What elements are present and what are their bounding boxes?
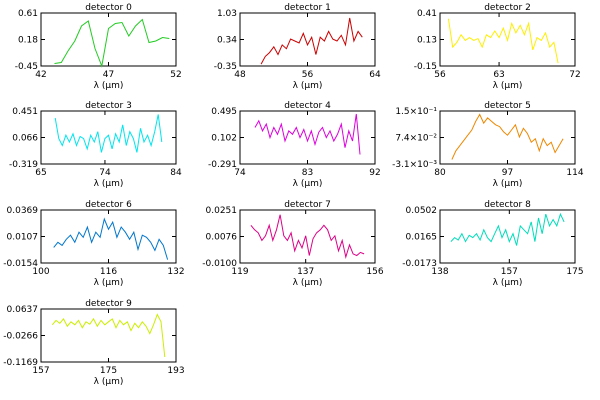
chart-7-xtick-label-2: 156 (366, 267, 383, 277)
chart-1-series-line (260, 17, 363, 65)
chart-8-title: detector 8 (484, 200, 531, 210)
chart-6-xlabel: λ (μm) (94, 278, 124, 288)
chart-4-series-line (254, 113, 361, 155)
chart-9-xtick-label-0: 157 (32, 366, 49, 376)
chart-5-ytick-label-2: 1.5×10⁻¹ (395, 107, 437, 117)
chart-5-series-line (451, 113, 564, 160)
chart-4-xtick-label-1: 83 (302, 168, 313, 178)
chart-0-frame (40, 12, 177, 67)
chart-4-xtick-label-2: 92 (369, 168, 380, 178)
chart-4-ytick-label-2: 0.495 (211, 107, 237, 117)
chart-4-ytick-label-1: 0.102 (211, 134, 237, 144)
chart-2-xtick-label-1: 63 (493, 70, 504, 80)
chart-1-xtick-label-0: 48 (234, 70, 246, 80)
chart-5-ytick-label-0: -3.1×10⁻³ (392, 160, 437, 170)
chart-7-title: detector 7 (284, 200, 331, 210)
chart-1-ytick-label-1: 0.34 (217, 36, 237, 46)
chart-8-series-line (450, 212, 565, 246)
chart-9-series-line (51, 313, 166, 358)
chart-7-ytick-label-0: -0.0100 (202, 259, 237, 269)
chart-3-ytick-label-0: -0.319 (9, 160, 38, 170)
chart-9-xlabel: λ (μm) (94, 377, 124, 387)
chart-4-ytick-label-0: -0.291 (208, 160, 237, 170)
chart-4-title: detector 4 (284, 101, 331, 111)
chart-7-ytick-label-1: 0.0076 (206, 233, 238, 243)
chart-7-series-line (250, 214, 365, 259)
chart-9-frame (40, 308, 177, 363)
chart-3-ytick-label-1: 0.066 (12, 134, 38, 144)
chart-3-xlabel: λ (μm) (94, 179, 124, 189)
chart-0-xtick-label-2: 52 (170, 70, 181, 80)
chart-2-xlabel: λ (μm) (493, 81, 523, 91)
chart-2-ytick-label-2: 0.41 (417, 9, 437, 19)
chart-4-xtick-label-0: 74 (234, 168, 246, 178)
chart-3-title: detector 3 (85, 101, 132, 111)
chart-2-title: detector 2 (484, 3, 531, 13)
chart-6-ytick-label-2: 0.0369 (7, 206, 39, 216)
chart-6-xtick-label-1: 116 (100, 267, 117, 277)
chart-6-xtick-label-2: 132 (167, 267, 184, 277)
chart-3-series-line (54, 114, 163, 153)
chart-6-ytick-label-0: -0.0154 (3, 259, 38, 269)
chart-7-ytick-label-2: 0.0251 (206, 206, 238, 216)
chart-5-xlabel: λ (μm) (493, 179, 523, 189)
chart-8-xtick-label-2: 175 (566, 267, 583, 277)
chart-0-ytick-label-1: 0.18 (18, 36, 38, 46)
chart-5-xtick-label-1: 97 (502, 168, 513, 178)
chart-6-series-line (53, 217, 169, 260)
chart-9-ytick-label-2: 0.0637 (7, 305, 39, 315)
chart-9-ytick-label-1: -0.0266 (3, 332, 38, 342)
chart-0-xlabel: λ (μm) (94, 81, 124, 91)
chart-2-ytick-label-1: 0.13 (417, 36, 437, 46)
chart-1-xlabel: λ (μm) (293, 81, 323, 91)
chart-1-xtick-label-1: 56 (302, 70, 314, 80)
chart-2-xtick-label-2: 72 (569, 70, 580, 80)
chart-0-ytick-label-0: -0.45 (15, 62, 38, 72)
chart-5-frame (439, 110, 576, 165)
chart-8-ytick-label-0: -0.0173 (402, 259, 437, 269)
chart-1-ytick-label-2: 1.03 (217, 9, 237, 19)
chart-1-title: detector 1 (284, 3, 331, 13)
chart-4-xlabel: λ (μm) (293, 179, 323, 189)
chart-1-xtick-label-2: 64 (369, 70, 381, 80)
chart-5-xtick-label-0: 80 (434, 168, 446, 178)
chart-3-xtick-label-2: 84 (170, 168, 182, 178)
chart-8-xtick-label-1: 157 (501, 267, 518, 277)
chart-0-xtick-label-0: 42 (35, 70, 46, 80)
chart-2-series-line (447, 18, 559, 64)
chart-8-ytick-label-1: 0.0165 (406, 233, 438, 243)
chart-1-ytick-label-0: -0.35 (214, 62, 237, 72)
chart-5-title: detector 5 (484, 101, 531, 111)
chart-3-xtick-label-0: 65 (35, 168, 46, 178)
chart-9-xtick-label-2: 193 (167, 366, 184, 376)
chart-3-xtick-label-1: 74 (99, 168, 111, 178)
chart-7-xlabel: λ (μm) (293, 278, 323, 288)
chart-9-ytick-label-0: -0.1169 (3, 358, 38, 368)
chart-6-ytick-label-1: 0.0107 (7, 233, 39, 243)
chart-5-ytick-label-1: 7.4×10⁻² (395, 134, 437, 144)
chart-7-xtick-label-0: 119 (231, 267, 248, 277)
chart-0-ytick-label-2: 0.61 (18, 9, 38, 19)
chart-0-series-line (54, 18, 170, 68)
chart-5-xtick-label-2: 114 (566, 168, 583, 178)
chart-6-frame (40, 209, 177, 264)
chart-8-xlabel: λ (μm) (493, 278, 523, 288)
chart-8-ytick-label-2: 0.0502 (406, 206, 438, 216)
chart-0-title: detector 0 (85, 3, 132, 13)
chart-9-title: detector 9 (85, 299, 132, 309)
chart-0-xtick-label-1: 47 (103, 70, 114, 80)
chart-6-xtick-label-0: 100 (32, 267, 49, 277)
chart-3-frame (40, 110, 177, 165)
chart-8-xtick-label-0: 138 (431, 267, 448, 277)
chart-4-frame (239, 110, 376, 165)
chart-2-xtick-label-0: 56 (434, 70, 446, 80)
chart-9-xtick-label-1: 175 (100, 366, 117, 376)
chart-2-ytick-label-0: -0.15 (414, 62, 437, 72)
chart-6-title: detector 6 (85, 200, 132, 210)
chart-7-xtick-label-1: 137 (297, 267, 314, 277)
chart-3-ytick-label-2: 0.451 (12, 107, 38, 117)
